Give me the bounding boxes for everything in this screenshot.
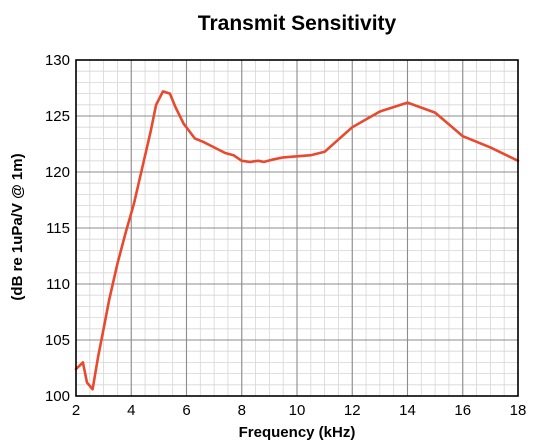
tick-labels: 2 4 6 8 10 12 14 16 18 100 105 110 115 120 125 130	[45, 52, 526, 419]
y-tick-label: 120	[45, 164, 70, 181]
x-tick-label: 8	[238, 402, 246, 419]
x-tick-label: 16	[454, 402, 471, 419]
y-tick-label: 125	[45, 108, 70, 125]
grid	[75, 59, 519, 397]
y-tick-label: 130	[45, 52, 70, 69]
y-tick-label: 105	[45, 332, 70, 349]
sensitivity-line	[74, 90, 520, 391]
y-axis-label: (dB re 1uPa/V @ 1m)	[9, 153, 26, 300]
y-tick-label: 115	[46, 220, 70, 237]
x-tick-label: 12	[344, 402, 361, 419]
plot-frame	[75, 59, 519, 397]
x-tick-label: 14	[399, 402, 416, 419]
x-tick-label: 10	[289, 402, 306, 419]
x-tick-label: 6	[182, 402, 190, 419]
y-tick-label: 100	[45, 388, 70, 405]
x-tick-label: 18	[510, 402, 527, 419]
x-tick-label: 2	[72, 402, 80, 419]
x-axis-label: Frequency (kHz)	[239, 424, 356, 441]
x-tick-label: 4	[127, 402, 135, 419]
chart-title: Transmit Sensitivity	[198, 12, 397, 35]
series-layer	[74, 90, 520, 391]
y-tick-label: 110	[46, 276, 70, 293]
